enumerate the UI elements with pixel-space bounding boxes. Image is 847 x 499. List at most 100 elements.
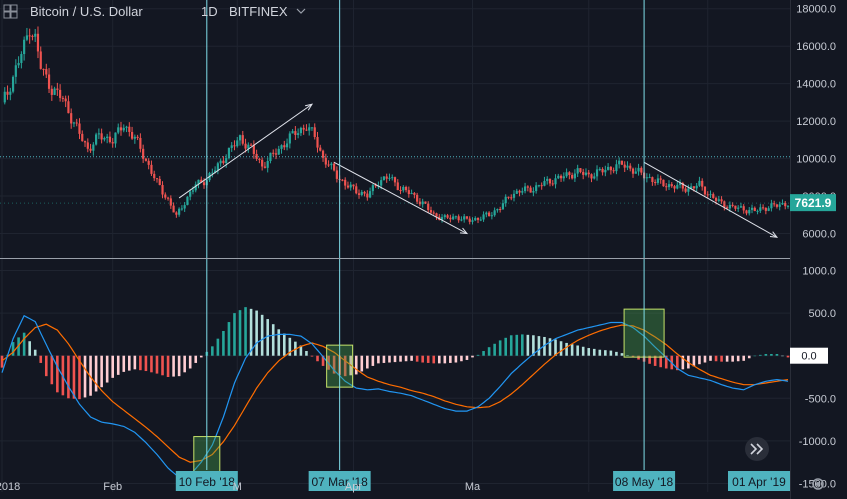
candle-up — [778, 204, 781, 207]
chevron-down-icon[interactable] — [296, 8, 306, 14]
candle-up — [34, 33, 37, 37]
candle-up — [562, 176, 565, 179]
histogram-bar — [426, 355, 430, 363]
candle-up — [125, 126, 128, 128]
candle-up — [460, 219, 463, 221]
histogram-bar — [703, 355, 707, 363]
candle-down — [659, 178, 662, 180]
candle-up — [349, 184, 352, 188]
candle-down — [449, 217, 452, 220]
candle-up — [17, 62, 20, 66]
histogram-bar — [222, 331, 225, 356]
histogram-bar — [50, 355, 54, 385]
macd-line — [1, 314, 789, 479]
histogram-bar — [559, 341, 563, 356]
candle-up — [402, 186, 405, 191]
candle-up — [288, 133, 291, 144]
candle-down — [50, 88, 53, 95]
candle-down — [147, 160, 150, 165]
histogram-bar — [404, 355, 408, 362]
candle-up — [230, 145, 233, 148]
histogram-bar — [576, 345, 579, 356]
candle-down — [413, 192, 416, 195]
candle-up — [504, 196, 507, 204]
histogram-bar — [177, 355, 181, 377]
candle-down — [333, 163, 336, 171]
histogram-bar — [521, 334, 524, 356]
date-marker-badge — [308, 471, 371, 491]
candle-down — [294, 131, 297, 135]
candle-down — [784, 202, 787, 207]
candle-up — [380, 180, 383, 186]
gear-icon[interactable] — [812, 478, 824, 490]
exchange-label: BITFINEX — [229, 4, 288, 19]
histogram-bar — [653, 355, 657, 366]
histogram-bar — [388, 355, 391, 363]
histogram-bar — [770, 354, 773, 356]
candle-down — [587, 172, 590, 175]
candle-up — [183, 205, 186, 209]
histogram-bar — [714, 355, 718, 362]
time-tick-label: Apr — [345, 481, 362, 493]
candle-down — [302, 127, 305, 130]
histogram-bar — [249, 308, 253, 356]
candle-up — [485, 212, 488, 215]
histogram-bar — [354, 355, 358, 375]
candle-down — [773, 203, 776, 205]
candle-down — [559, 175, 563, 179]
histogram-bar — [94, 355, 98, 392]
candle-up — [474, 218, 477, 221]
candle-down — [249, 144, 253, 146]
candle-up — [269, 152, 272, 161]
histogram-bar — [493, 343, 496, 356]
candle-up — [739, 206, 743, 208]
candle-up — [103, 138, 106, 140]
candle-up — [532, 191, 535, 193]
candle-up — [20, 54, 23, 63]
candle-down — [465, 216, 469, 219]
candle-down — [111, 142, 114, 144]
candle-up — [443, 215, 446, 218]
candle-up — [667, 184, 671, 188]
histogram-bar — [183, 355, 186, 373]
histogram-bar — [554, 339, 557, 356]
candle-down — [468, 218, 471, 222]
histogram-bar — [515, 334, 519, 356]
histogram-bar — [255, 310, 258, 356]
candle-down — [551, 183, 554, 185]
candle-down — [169, 198, 172, 206]
interval-label[interactable]: 1D — [201, 4, 218, 19]
candle-down — [75, 122, 78, 124]
candle-down — [39, 51, 42, 69]
candle-down — [692, 186, 696, 189]
date-marker-badge — [728, 471, 790, 491]
candle-up — [698, 180, 701, 186]
scroll-to-realtime-button[interactable] — [745, 437, 769, 461]
histogram-bar — [216, 338, 220, 356]
candle-down — [319, 147, 322, 151]
histogram-bar — [39, 355, 43, 363]
symbol-title[interactable]: Bitcoin / U.S. Dollar — [30, 4, 143, 19]
candle-down — [150, 164, 153, 174]
price-tick-label: 6000.0 — [802, 229, 836, 241]
histogram-bar — [692, 355, 696, 367]
histogram-bar — [415, 355, 419, 362]
histogram-bar — [122, 355, 126, 372]
candle-up — [717, 199, 720, 201]
candle-up — [133, 136, 136, 139]
candle-up — [687, 188, 690, 192]
candle-up — [194, 184, 197, 191]
candle-down — [761, 207, 765, 209]
candle-up — [360, 191, 363, 195]
candle-down — [321, 150, 325, 158]
histogram-bar — [89, 355, 92, 396]
histogram-bar — [543, 336, 546, 356]
price-tick-label: 12000.0 — [796, 116, 836, 128]
price-tick-label: 14000.0 — [796, 79, 836, 91]
zero-badge: 0.0 — [790, 347, 828, 364]
candle-down — [202, 182, 206, 186]
candle-up — [576, 168, 579, 174]
price-pane[interactable] — [0, 26, 790, 238]
candle-down — [158, 178, 161, 186]
candle-down — [261, 159, 264, 167]
